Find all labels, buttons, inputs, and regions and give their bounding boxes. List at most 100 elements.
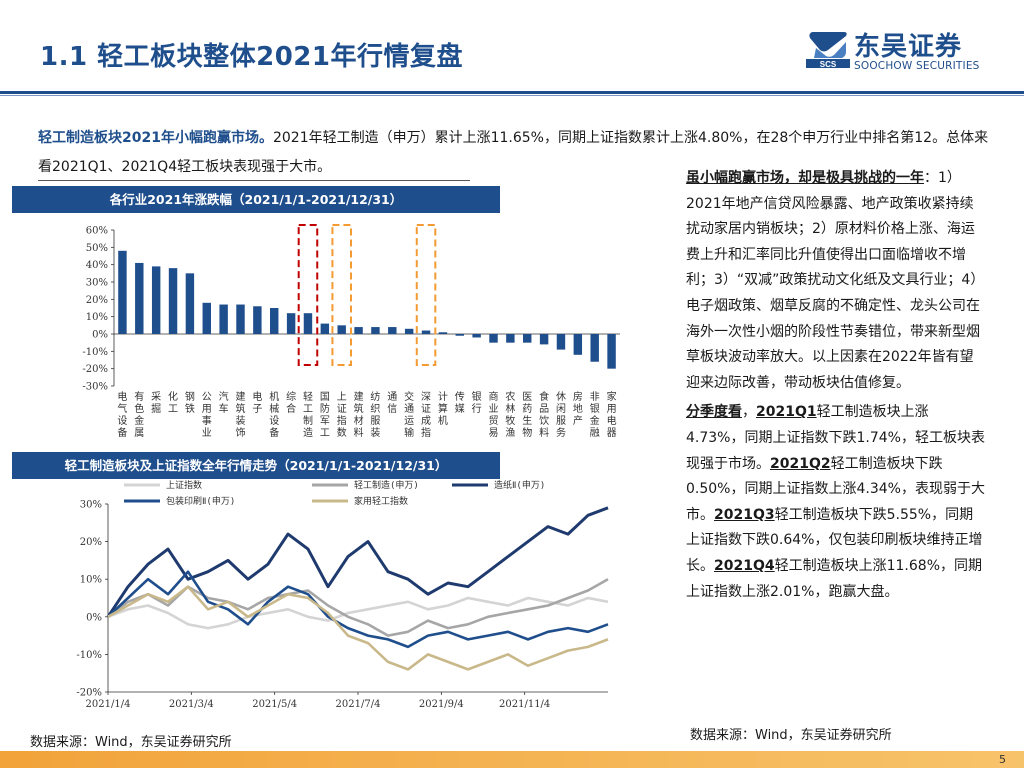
category-label: 筑: [236, 402, 246, 415]
category-label: 休: [556, 391, 566, 403]
category-label: 商: [489, 390, 499, 403]
category-label: 饰: [236, 426, 246, 439]
category-label: 掘: [151, 402, 161, 415]
intro-bold: 轻工制造板块2021年小幅跑赢市场。: [38, 130, 273, 146]
data-source-right: 数据来源：Wind，东吴证券研究所: [690, 728, 892, 743]
category-label: 传: [455, 391, 465, 403]
category-label: 建: [236, 390, 246, 403]
bar: [286, 313, 296, 334]
category-label: 合: [286, 402, 296, 415]
category-label: 化: [168, 390, 178, 403]
category-label: 媒: [455, 403, 465, 415]
category-label: 金: [590, 414, 600, 427]
highlight-box: [331, 224, 352, 366]
logo-mark-icon: SCS: [806, 32, 850, 68]
category-label: 银: [472, 390, 482, 403]
category-label: 非: [590, 391, 600, 403]
industry-bar-chart: 60% 50% 40% 30% 20% 10% 0% -10% -20% -30% 电气设备有色金属…: [12, 214, 622, 450]
category-label: 通: [404, 403, 414, 415]
category-label: 数: [337, 426, 347, 439]
category-label: 织: [370, 403, 380, 415]
category-label: 机: [269, 390, 279, 403]
line-chart-title: 轻工制造板块及上证指数全年行情走势（2021/1/1-2021/12/31）: [12, 452, 500, 479]
company-logo: SCS 东吴证券 SOOCHOW SECURITIES: [806, 26, 1006, 76]
category-label: 装: [236, 414, 246, 427]
category-label: 电: [607, 414, 617, 427]
x-tick-label: 2021/11/4: [499, 699, 550, 710]
y-tick-label: 30%: [80, 500, 102, 511]
bar: [523, 334, 532, 343]
q4-label: 2021Q4: [714, 557, 775, 574]
bar: [556, 334, 566, 350]
footer-bar: [0, 751, 1024, 768]
x-tick-label: 2021/1/4: [86, 699, 131, 710]
legend-label: 上证指数: [166, 479, 202, 491]
category-label: 信: [387, 403, 397, 415]
category-label: 属: [134, 427, 144, 439]
analysis-text-1: ：1）2021年地产信贷风险暴露、地产政策收紧持续扰动家居内销板块；2）原材料价…: [686, 170, 985, 391]
category-label: 物: [522, 426, 532, 439]
category-label: 气: [117, 402, 127, 415]
category-label: 证: [337, 403, 347, 415]
category-label: 渔: [505, 427, 515, 439]
legend-label: 轻工制造(申万): [354, 479, 419, 491]
bar: [455, 334, 464, 336]
bar: [151, 266, 161, 334]
category-label: 械: [269, 402, 279, 415]
category-label: 综: [286, 390, 296, 403]
category-label: 房: [573, 390, 583, 403]
series-line: [107, 570, 609, 649]
y-tick-label: 10%: [80, 575, 102, 586]
y-tick-label: -20%: [82, 364, 108, 375]
bar: [219, 304, 228, 334]
category-label: 采: [151, 391, 161, 403]
category-label: 铁: [185, 402, 195, 415]
category-label: 饮: [539, 414, 549, 427]
category-label: 料: [354, 426, 364, 439]
bar: [421, 330, 431, 334]
y-tick-label: 10%: [86, 312, 108, 323]
bar: [472, 334, 481, 338]
series-line: [107, 596, 609, 630]
category-label: 工: [168, 404, 178, 415]
category-label: 易: [489, 427, 499, 439]
legend-label: 家用轻工指数: [354, 495, 408, 507]
analysis-paragraph-2: 分季度看，2021Q1轻工制造板块上涨4.73%，同期上证指数下跌1.74%，轻…: [686, 400, 986, 605]
intro-underline: [38, 180, 470, 181]
bar: [135, 262, 144, 334]
quarter-text-0: ，: [742, 404, 756, 421]
category-label: 业: [202, 427, 212, 439]
page-title: 1.1 轻工板块整体2021年行情复盘: [40, 42, 463, 72]
category-label: 指: [421, 426, 431, 439]
y-tick-label: -30%: [82, 382, 108, 393]
legend-label: 造纸Ⅱ(申万): [494, 479, 545, 491]
category-label: 色: [134, 402, 144, 415]
category-label: 备: [117, 426, 127, 439]
category-label: 车: [219, 402, 229, 415]
category-label: 深: [421, 391, 431, 403]
category-label: 输: [404, 426, 414, 439]
bar: [320, 323, 330, 334]
bar: [168, 268, 178, 334]
category-label: 军: [320, 415, 330, 427]
x-tick-label: 2021/3/4: [169, 699, 214, 710]
bar: [337, 325, 346, 334]
highlight-box: [415, 224, 437, 366]
bar: [573, 334, 583, 355]
logo-cn: 东吴证券: [854, 32, 963, 62]
analysis-highlight-1: 虽小幅跑赢市场，却是极具挑战的一年: [686, 170, 924, 186]
category-label: 贸: [489, 415, 499, 427]
series-line: [107, 578, 609, 637]
series-line: [107, 585, 609, 671]
analysis-paragraph-1: 虽小幅跑赢市场，却是极具挑战的一年：1）2021年地产信贷风险暴露、地产政策收紧…: [686, 166, 986, 396]
y-tick-label: -10%: [82, 347, 108, 358]
bar-chart-svg: 60%50%40%30%20%10%0%-10%-20%-30%电气设备有色金属…: [82, 224, 620, 439]
category-label: 药: [522, 403, 532, 415]
bar: [388, 327, 397, 334]
highlight-box: [297, 224, 319, 366]
category-label: 装: [370, 426, 380, 439]
bar: [303, 313, 313, 334]
header-divider-thin: [0, 95, 1024, 96]
category-label: 备: [269, 426, 279, 439]
bar: [590, 334, 599, 362]
